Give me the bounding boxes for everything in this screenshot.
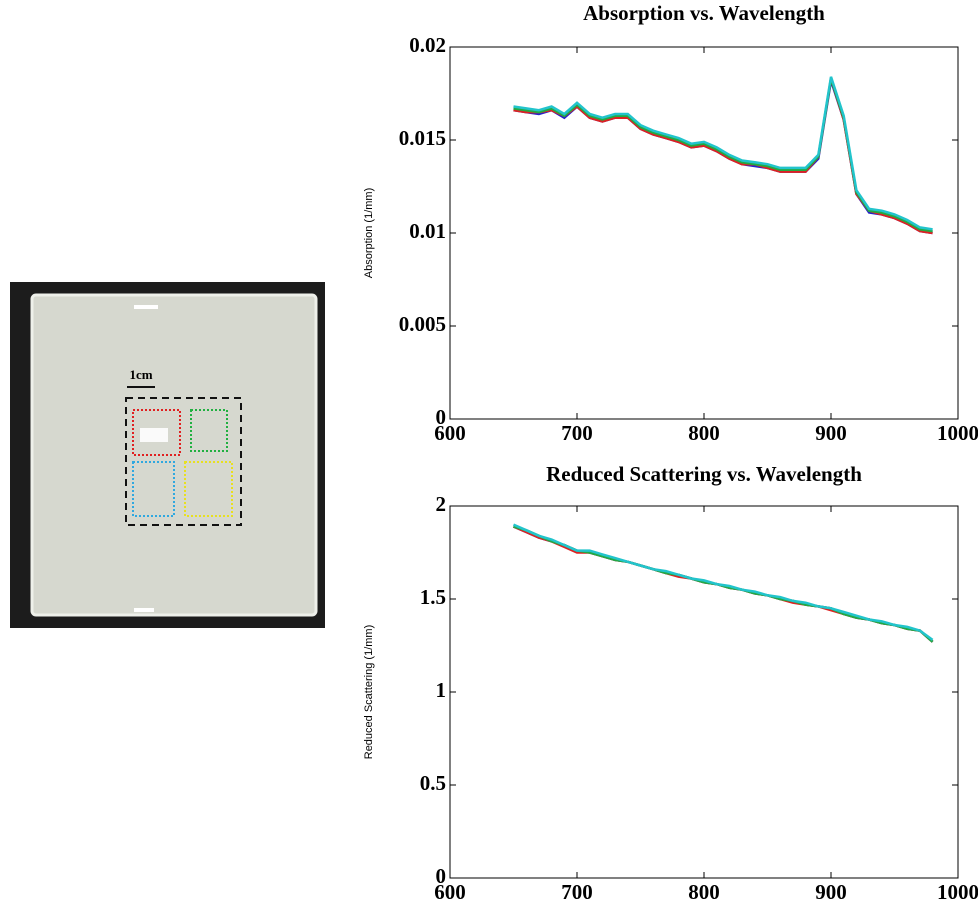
y-tick-label: 1 [436, 678, 447, 702]
sample-photo: 1cm [10, 282, 325, 628]
y-tick-label: 0.02 [409, 33, 446, 57]
y-tick-label: 2 [436, 492, 447, 516]
roi-cyan [132, 461, 175, 517]
y-tick-label: 0 [436, 405, 447, 429]
roi-yellow [184, 461, 233, 517]
x-tick-label: 1000 [937, 880, 978, 904]
reflection [134, 608, 154, 612]
chart-title: Absorption vs. Wavelength [583, 1, 825, 25]
x-tick-label: 800 [688, 421, 720, 445]
series-line [512, 523, 934, 641]
y-axis-label: Reduced Scattering (1/mm) [363, 625, 375, 760]
chart: Reduced Scattering vs. Wavelength Reduced… [363, 462, 978, 904]
y-tick-label: 0.01 [409, 219, 446, 243]
y-axis-label: Absorption (1/mm) [363, 188, 375, 278]
roi-red [132, 409, 181, 456]
x-tick-label: 900 [815, 421, 847, 445]
reflection [134, 305, 158, 309]
y-tick-label: 0.5 [420, 771, 446, 795]
x-tick-label: 600 [434, 421, 466, 445]
x-tick-label: 1000 [937, 421, 978, 445]
x-tick-label: 600 [434, 880, 466, 904]
y-tick-label: 0 [436, 864, 447, 888]
y-tick-label: 0.005 [399, 312, 446, 336]
chart-title: Reduced Scattering vs. Wavelength [546, 462, 862, 486]
glare [140, 428, 168, 442]
plot-frame [449, 46, 959, 420]
chart: Absorption vs. Wavelength Absorption (1/m… [363, 1, 978, 445]
roi-outline [125, 397, 242, 526]
x-tick-label: 800 [688, 880, 720, 904]
plot-frame [449, 505, 959, 879]
x-tick-label: 900 [815, 880, 847, 904]
y-tick-label: 0.015 [399, 126, 446, 150]
y-tick-label: 1.5 [420, 585, 446, 609]
x-tick-label: 700 [561, 421, 593, 445]
x-tick-label: 700 [561, 880, 593, 904]
roi-green [190, 409, 228, 452]
scale-label: 1cm [129, 367, 152, 382]
series-line [513, 76, 933, 231]
